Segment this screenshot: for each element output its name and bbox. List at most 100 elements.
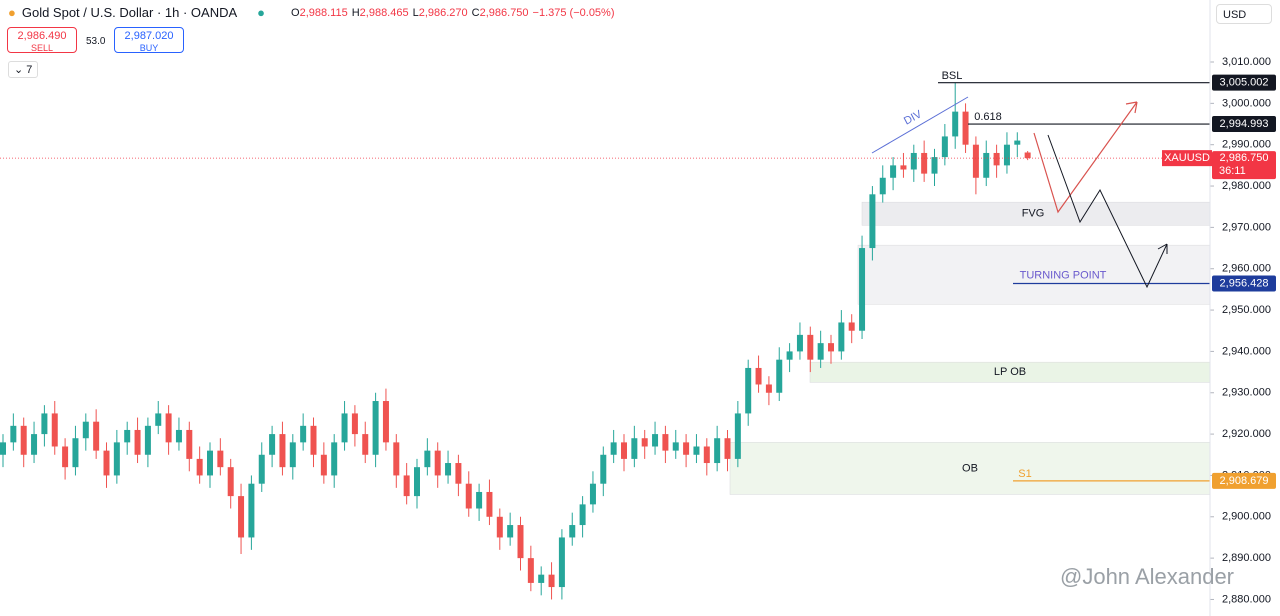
candle-body [103, 450, 110, 476]
candle-body [320, 454, 327, 476]
price-tag-label: 2,956.428 [1220, 277, 1269, 289]
candle-body [507, 525, 514, 538]
candle-body [921, 152, 928, 174]
symbol: Gold Spot / U.S. Dollar · 1h · OANDA [21, 5, 238, 20]
candle-body [465, 483, 472, 509]
candle-body [1014, 140, 1021, 145]
price-tag [1212, 151, 1276, 180]
candle-body [351, 413, 358, 435]
y-tick-label: 2,920.000 [1222, 428, 1271, 440]
ohlc-value: 2,988.115 [299, 6, 348, 19]
annotation: S1 [1018, 468, 1031, 480]
sell-button[interactable]: 2,986.490 SELL [7, 27, 77, 53]
y-tick-label: 2,990.000 [1222, 139, 1271, 151]
y-tick-label: 2,890.000 [1222, 552, 1271, 564]
candle-body [362, 434, 369, 455]
price-tag [1212, 74, 1276, 91]
candle-body [372, 401, 379, 455]
divergence-line [871, 96, 969, 154]
candle-body [869, 194, 876, 249]
ohlc-key: O [291, 6, 300, 19]
ohlc-value: 2,988.465 [359, 6, 409, 19]
zone-label: OB [962, 462, 978, 474]
candle-body [476, 491, 483, 509]
candle-body [227, 467, 234, 497]
y-tick-label: 3,000.000 [1222, 97, 1271, 109]
ohlc-value: 2,986.270 [418, 6, 468, 19]
projection-arrow [1047, 134, 1168, 289]
candle-body [331, 442, 338, 476]
candle-body [807, 334, 814, 360]
y-tick-label: 2,970.000 [1222, 221, 1271, 233]
candle-body [672, 442, 679, 451]
candle-body [962, 111, 969, 145]
candle-body [496, 516, 503, 538]
candle-body [300, 425, 307, 443]
candle-body [972, 144, 979, 178]
candle-body [217, 450, 224, 468]
price-tag [1212, 116, 1276, 133]
candle-body [621, 442, 627, 459]
buy-button[interactable]: 2,987.020 BUY [114, 27, 184, 53]
candle-body [403, 475, 410, 497]
candle-body [10, 425, 17, 443]
price-tag-label: 2,908.679 [1220, 475, 1269, 487]
candle-body [610, 442, 617, 455]
y-tick-label: 2,940.000 [1222, 345, 1271, 357]
candle-body [144, 425, 151, 455]
candle-body [269, 434, 276, 455]
ohlc-key: C [471, 6, 480, 19]
y-tick-label: 2,880.000 [1222, 593, 1271, 605]
candle-body [703, 446, 710, 464]
sell-price: 2,986.490 [17, 30, 67, 42]
symbol-tag [1162, 150, 1212, 167]
candle-body [124, 429, 131, 443]
projection-arrow [1033, 101, 1138, 214]
candle-body [817, 343, 824, 360]
candle-body [289, 442, 296, 468]
candle-body [859, 248, 866, 331]
candle-body [207, 450, 213, 476]
sell-label: SELL [30, 43, 54, 53]
candle-body [910, 152, 917, 170]
y-tick-label: 3,010.000 [1222, 56, 1271, 68]
currency-select[interactable]: USD [1216, 4, 1272, 24]
change: −1.375 (−0.05%) [532, 6, 615, 19]
annotation: BSL [942, 70, 963, 82]
candle-body [414, 467, 420, 497]
candle-body [683, 442, 690, 455]
zone [857, 244, 1211, 305]
candle-body [393, 442, 400, 476]
candle-body [517, 525, 524, 559]
candle-body [652, 434, 659, 447]
price-tag-label: 2,994.993 [1220, 118, 1269, 130]
logo: ● [8, 5, 16, 20]
candle-body [931, 157, 938, 174]
price-tag [1212, 472, 1276, 489]
y-tick-label: 2,950.000 [1222, 304, 1271, 316]
price-tag-label: 3,005.002 [1220, 77, 1269, 89]
countdown: 36:11 [1219, 165, 1246, 177]
candle-body [238, 496, 245, 538]
candle-body [745, 367, 752, 414]
candle-body [455, 463, 462, 484]
candle-body [155, 413, 162, 426]
candle-body [890, 165, 897, 178]
candle-body [589, 483, 596, 505]
indicator-count: 7 [26, 64, 33, 76]
candle-body [714, 438, 721, 464]
candle-body [434, 450, 441, 476]
candle-body [165, 413, 172, 443]
candle-body [196, 458, 203, 476]
candle-body [734, 413, 741, 459]
candle-body [134, 429, 141, 455]
candle-body [548, 574, 555, 588]
header: ● Gold Spot / U.S. Dollar · 1h · OANDA ●… [8, 5, 615, 20]
candle-body [755, 367, 762, 385]
candle-body [900, 165, 907, 170]
candle-body [82, 421, 89, 439]
indicators-toggle[interactable]: ⌄ 7 [8, 61, 39, 78]
buy-label: BUY [139, 43, 159, 53]
